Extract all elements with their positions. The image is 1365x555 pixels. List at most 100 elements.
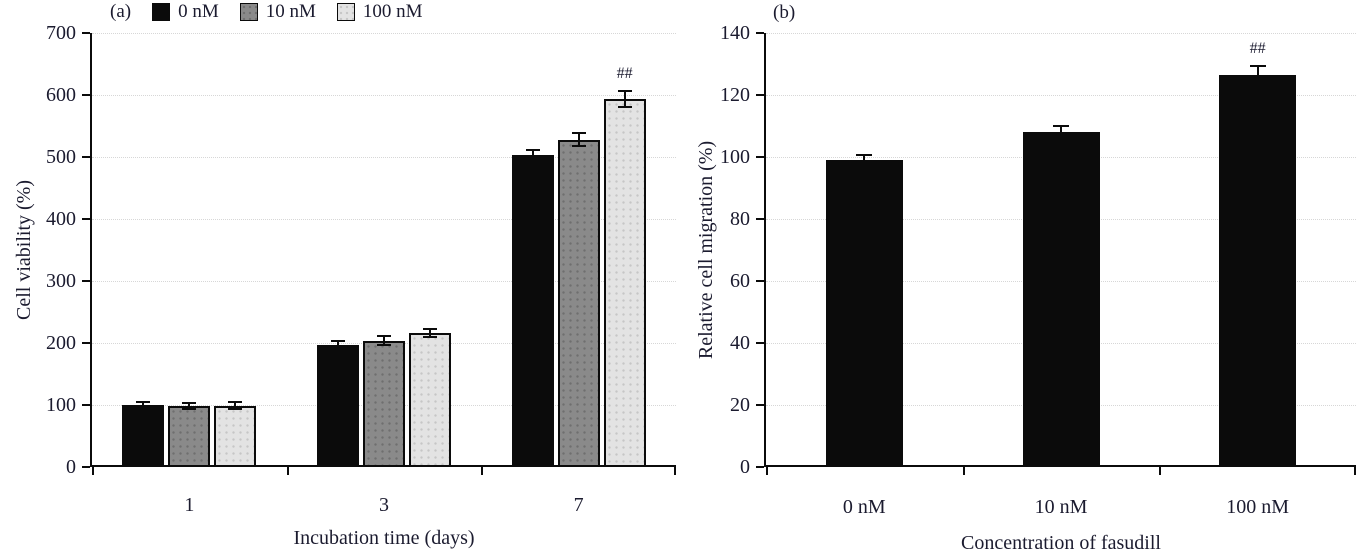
y-tick-label: 100 [46,394,76,416]
y-tick-label: 20 [730,394,750,416]
gridline [92,218,676,220]
error-bar-cap [856,154,873,157]
x-tick [1159,467,1162,475]
error-bar [623,90,626,107]
bar [825,160,903,467]
y-axis [90,33,92,467]
y-tick-label: 200 [46,332,76,354]
gridline [92,156,676,158]
y-tick-label: 80 [730,208,750,230]
bar [511,155,554,467]
bar [557,139,600,467]
y-tick [756,342,764,344]
error-bar-cap [1249,64,1266,67]
error-bar-cap [377,334,391,337]
y-tick [756,32,764,34]
gridline [92,32,676,34]
error-bar-cap [182,407,197,410]
error-bar [142,401,145,409]
x-axis [764,465,1356,467]
error-bar-cap [617,105,632,108]
y-tick-label: 400 [46,208,76,230]
legend-swatch [239,2,258,21]
error-bar [188,402,191,409]
y-tick-label: 0 [740,456,750,478]
legend-item: 10 nM [239,1,316,22]
error-bar [577,132,580,147]
legend-label: 100 nM [362,1,423,22]
error-bar [337,340,339,351]
legend-item: 0 nM [152,2,219,21]
y-tick [82,94,90,96]
error-bar-cap [228,408,243,411]
significance-annotation: ## [616,64,633,82]
error-bar-cap [1053,137,1069,140]
bar [603,98,646,467]
x-axis-title: Concentration of fasudill [961,532,1161,554]
y-tick [756,280,764,282]
category-label: 100 nM [1226,496,1290,518]
y-tick [82,404,90,406]
legend-label: 0 nM [178,1,219,22]
error-bar-cap [1249,83,1266,86]
x-tick [481,467,484,475]
y-tick [82,466,90,468]
x-axis-title: Incubation time (days) [293,527,475,549]
gridline [766,32,1356,34]
error-bar [1256,65,1259,85]
bar [1219,74,1297,467]
y-tick [756,218,764,220]
error-bar-cap [331,339,345,342]
error-bar-cap [571,131,586,134]
y-tick [756,94,764,96]
y-tick-label: 60 [730,270,750,292]
legend-label: 10 nM [265,1,316,22]
x-tick [962,467,965,475]
y-tick [82,32,90,34]
bar [363,340,405,467]
y-axis-title: Relative cell migration (%) [695,140,717,360]
error-bar-cap [136,400,151,403]
error-bar-cap [1053,125,1069,127]
x-tick [766,467,768,475]
y-tick-label: 120 [720,84,750,106]
gridline [92,94,676,96]
y-tick-label: 700 [46,22,76,44]
legend: (a) 0 nM 10 nM 100 nM [110,2,423,21]
y-axis [764,33,766,467]
error-bar [531,150,534,161]
error-bar-cap [423,335,437,338]
error-bar [383,335,385,346]
y-tick [756,466,764,468]
legend-item: 100 nM [336,1,423,22]
bar [1022,132,1100,467]
error-bar-cap [331,349,345,352]
bar [317,345,359,467]
error-bar-cap [617,89,632,92]
error-bar-cap [377,344,391,347]
category-label: 0 nM [842,496,886,518]
legend-swatch [152,2,171,21]
x-tick [286,467,289,475]
y-tick-label: 600 [46,84,76,106]
error-bar-cap [182,401,197,404]
y-tick [82,156,90,158]
error-bar [1060,126,1062,139]
y-tick-label: 0 [66,456,76,478]
x-tick [674,467,676,475]
gridline [92,280,676,282]
panel-label: (a) [110,1,132,22]
y-tick-label: 100 [720,146,750,168]
error-bar-cap [525,159,540,162]
y-tick [82,280,90,282]
y-tick-label: 140 [720,22,750,44]
legend-swatch [336,2,355,21]
error-bar-cap [571,145,586,148]
category-label: 10 nM [1034,496,1088,518]
y-tick-label: 500 [46,146,76,168]
y-tick [82,218,90,220]
error-bar [429,329,431,337]
